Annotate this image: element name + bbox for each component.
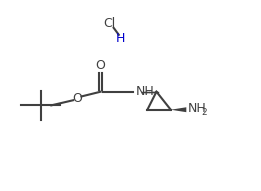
Text: H: H	[115, 32, 125, 45]
Polygon shape	[171, 107, 186, 112]
Text: NH: NH	[188, 102, 206, 115]
Text: 2: 2	[201, 108, 207, 117]
Text: O: O	[96, 59, 106, 72]
Text: NH: NH	[136, 85, 155, 98]
Text: Cl: Cl	[104, 17, 116, 30]
Text: O: O	[72, 92, 82, 105]
